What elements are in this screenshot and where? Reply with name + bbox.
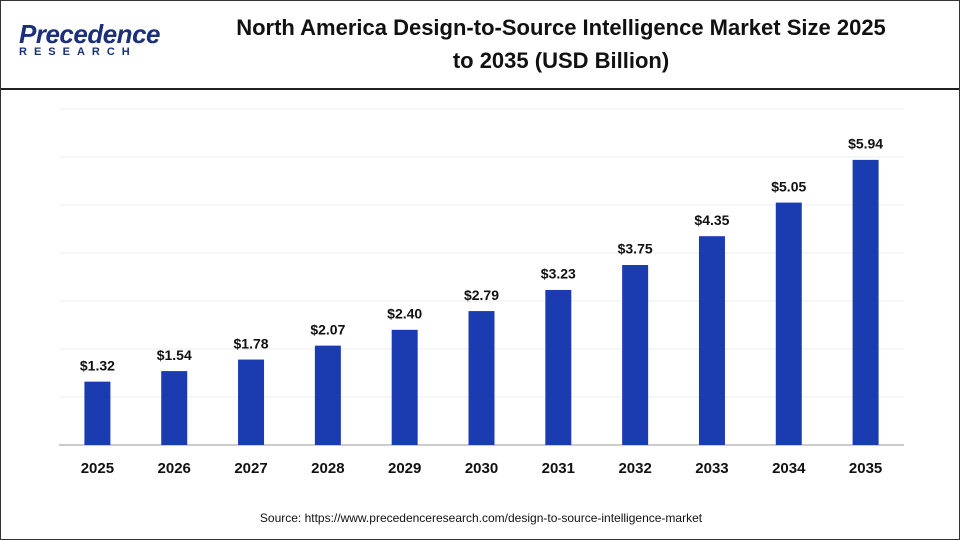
value-label: $2.79 (464, 287, 499, 303)
bar (698, 236, 725, 445)
x-tick-label: 2034 (772, 460, 806, 477)
bar (622, 265, 649, 445)
x-tick-label: 2027 (234, 460, 267, 477)
x-tick-label: 2033 (695, 460, 728, 477)
value-label: $3.75 (618, 241, 653, 257)
bar (468, 311, 495, 445)
x-tick-label: 2035 (849, 460, 882, 477)
source: Source: https://www.precedenceresearch.c… (260, 511, 703, 525)
logo: Precedence RESEARCH (19, 19, 160, 58)
bar (84, 381, 111, 445)
bar (238, 359, 265, 445)
bar (852, 159, 879, 445)
chart-title: North America Design-to-Source Intellige… (236, 15, 886, 73)
value-label: $3.23 (541, 266, 576, 282)
bar (314, 345, 341, 445)
value-label: $2.40 (387, 306, 422, 322)
x-tick-label: 2028 (311, 460, 344, 477)
value-label: $5.94 (848, 136, 883, 152)
value-label: $5.05 (771, 178, 806, 194)
x-tick-label: 2026 (158, 460, 191, 477)
value-label: $1.54 (157, 347, 192, 363)
value-label: $1.78 (234, 335, 269, 351)
x-tick-label: 2030 (465, 460, 498, 477)
x-tick-label: 2029 (388, 460, 421, 477)
x-tick-label: 2031 (542, 460, 575, 477)
bar (161, 371, 188, 445)
x-tick-label: 2025 (81, 460, 114, 477)
bar (391, 329, 418, 445)
value-label: $4.35 (694, 212, 729, 228)
value-label: $1.32 (80, 357, 115, 373)
logo-name: Precedence (19, 19, 160, 49)
logo-tagline: RESEARCH (19, 46, 137, 58)
header-rule (1, 88, 959, 90)
x-tick-label: 2032 (618, 460, 651, 477)
bar (545, 289, 572, 445)
bar (775, 202, 802, 445)
value-label: $2.07 (310, 321, 345, 337)
